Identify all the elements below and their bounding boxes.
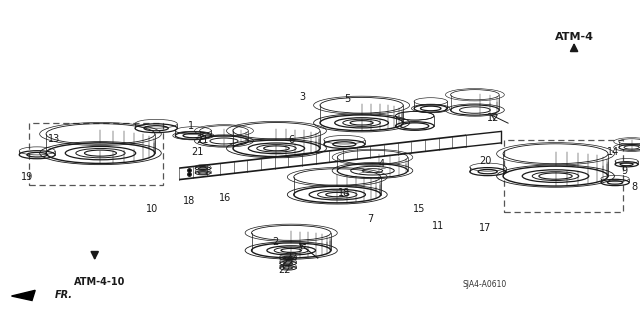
Text: 18: 18 (338, 188, 351, 198)
Text: 4: 4 (379, 159, 385, 169)
Text: 16: 16 (219, 193, 232, 203)
Text: SJA4-A0610: SJA4-A0610 (463, 280, 508, 289)
Ellipse shape (337, 164, 408, 178)
Text: 3: 3 (299, 92, 305, 102)
Ellipse shape (619, 145, 640, 150)
Text: ATM-4: ATM-4 (555, 32, 593, 42)
Text: 22: 22 (282, 258, 294, 268)
Text: 10: 10 (146, 204, 159, 214)
Text: 21: 21 (191, 146, 204, 157)
Ellipse shape (503, 166, 608, 186)
Text: 22: 22 (285, 252, 298, 262)
Text: 19: 19 (21, 172, 34, 182)
Bar (29, 123, 163, 185)
Text: 15: 15 (413, 204, 426, 214)
Bar (504, 140, 623, 212)
Text: 13: 13 (48, 134, 61, 144)
Text: 1: 1 (188, 121, 194, 131)
Text: 7: 7 (367, 213, 373, 224)
Text: 5: 5 (344, 94, 350, 104)
Ellipse shape (200, 136, 248, 146)
Text: 6: 6 (288, 135, 294, 145)
Text: 12: 12 (486, 113, 499, 123)
Text: 18: 18 (182, 196, 195, 206)
Text: 8: 8 (632, 182, 638, 192)
Text: 20: 20 (479, 156, 492, 166)
Text: 2: 2 (272, 237, 278, 248)
Text: 22: 22 (278, 264, 291, 275)
Ellipse shape (233, 140, 320, 157)
Text: 9: 9 (621, 166, 627, 176)
Text: ATM-4-10: ATM-4-10 (74, 277, 125, 287)
Text: 11: 11 (432, 221, 445, 232)
Ellipse shape (46, 143, 155, 163)
Text: FR.: FR. (54, 290, 72, 300)
Polygon shape (12, 290, 35, 300)
Text: 21: 21 (196, 135, 209, 145)
Ellipse shape (451, 105, 499, 115)
Ellipse shape (294, 186, 381, 203)
Ellipse shape (252, 243, 331, 258)
Text: 17: 17 (479, 223, 492, 233)
Text: 14: 14 (607, 146, 620, 157)
Ellipse shape (320, 115, 403, 131)
